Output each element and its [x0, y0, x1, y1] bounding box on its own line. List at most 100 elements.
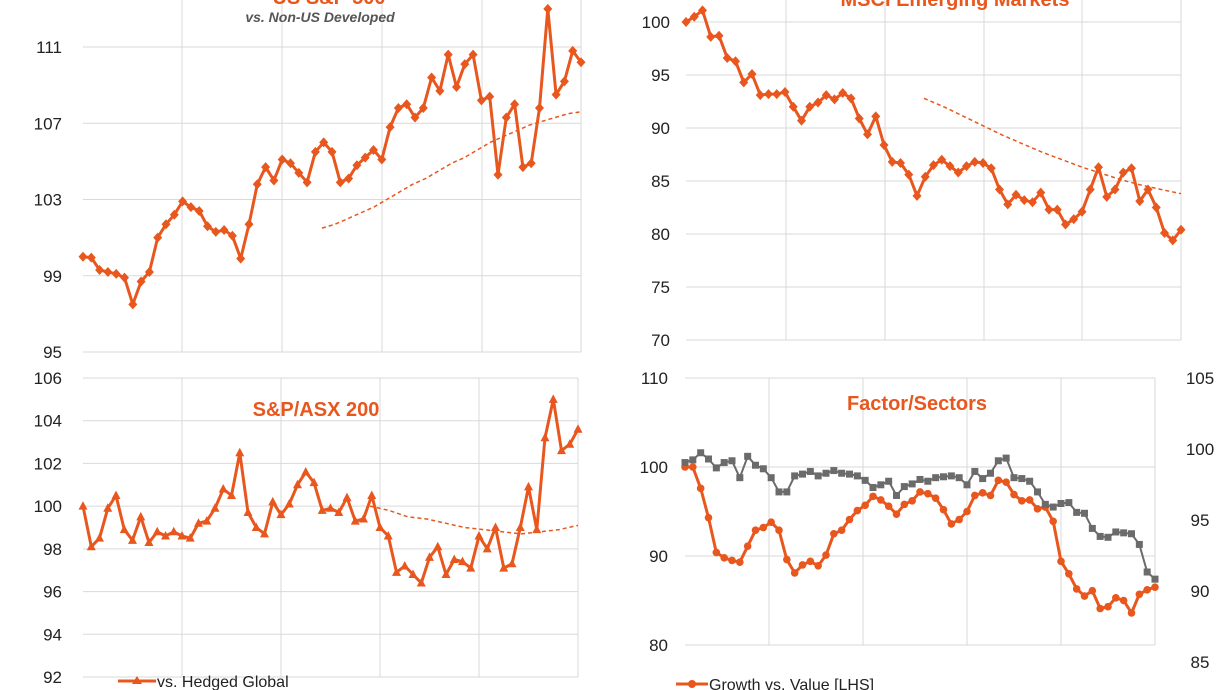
sp500-data-point — [186, 202, 196, 213]
asx-data-point — [235, 447, 245, 457]
asx-data-point — [573, 424, 583, 433]
asx-series-line — [81, 397, 580, 585]
sp500-data-point — [543, 3, 553, 14]
sp500-data-point — [128, 299, 138, 310]
sp500-data-point — [294, 167, 304, 178]
factor-data-point — [736, 558, 744, 567]
sp500-data-point — [385, 122, 395, 133]
sp500-data-point — [369, 144, 378, 155]
msci-data-point — [1143, 184, 1153, 195]
msci-data-point — [1176, 224, 1186, 235]
factor-secondary-point — [1151, 575, 1159, 583]
msci-data-point — [747, 68, 757, 79]
asx-data-point — [408, 569, 418, 578]
factor-data-point — [728, 556, 736, 565]
factor-data-point — [1127, 609, 1136, 617]
factor-y-tick: 90 — [649, 547, 668, 566]
asx-data-point — [425, 552, 434, 561]
msci-data-point — [887, 156, 897, 167]
factor-secondary-point — [689, 456, 697, 464]
msci-data-point — [962, 161, 971, 172]
msci-data-point — [1160, 227, 1169, 238]
sp500-data-point — [252, 179, 262, 190]
factor-secondary-point — [971, 467, 979, 475]
sp500-data-point — [327, 146, 337, 157]
sp500-data-point — [211, 226, 221, 237]
factor-secondary-point — [830, 467, 838, 475]
sp500-data-point — [559, 76, 569, 87]
msci-data-point — [920, 171, 930, 182]
factor-legend-marker — [688, 680, 696, 688]
msci-series-line — [685, 8, 1183, 242]
sp500-data-point — [261, 162, 271, 173]
panel-us-sp500: 95 99 103 107 111 US S&P 500 vs. Non-US Deve… — [34, 0, 586, 362]
asx-y-tick: 106 — [34, 369, 62, 388]
msci-data-point — [1118, 167, 1128, 178]
sp500-data-point — [551, 89, 561, 100]
asx-data-point — [276, 509, 286, 519]
msci-data-point — [1110, 184, 1120, 195]
asx-y-ticks: 92 94 96 98 100 102 104 106 — [34, 369, 62, 687]
sp500-data-point — [169, 209, 179, 220]
msci-trend-line — [923, 97, 1182, 195]
sp500-data-point — [418, 103, 428, 113]
msci-data-point — [1069, 214, 1079, 225]
sp500-title: US S&P 500 — [272, 0, 385, 9]
asx-y-tick: 100 — [34, 497, 62, 516]
asx-data-point — [367, 490, 377, 499]
sp500-lines — [78, 3, 586, 310]
factor-secondary-point — [853, 472, 861, 480]
asx-y-tick: 94 — [43, 625, 62, 644]
sp500-data-point — [476, 95, 486, 106]
factor-secondary-point — [955, 474, 963, 482]
factor-data-point — [1104, 602, 1112, 611]
factor-data-point — [869, 492, 877, 501]
factor-data-point — [971, 491, 979, 500]
asx-data-point — [532, 524, 542, 534]
asx-data-point — [251, 522, 261, 531]
factor-secondary-point — [783, 488, 791, 496]
asx-data-point — [482, 543, 492, 553]
factor-secondary-point — [752, 461, 759, 469]
msci-data-point — [1077, 206, 1087, 217]
factor-secondary-point — [1010, 474, 1018, 482]
asx-data-point — [383, 531, 393, 540]
msci-data-point — [755, 90, 765, 101]
asx-data-point — [103, 503, 113, 512]
factor-y2-ticks: 85 90 95 100 105 — [1186, 369, 1214, 672]
msci-data-point — [1052, 204, 1062, 215]
msci-data-point — [797, 115, 806, 126]
asx-data-point — [515, 522, 525, 531]
factor-data-point — [751, 526, 760, 534]
factor-data-point — [814, 561, 822, 570]
asx-data-point — [375, 522, 385, 531]
sp500-data-point — [443, 49, 453, 60]
factor-secondary-point — [705, 455, 712, 463]
sp500-data-point — [78, 251, 88, 262]
factor-data-point — [837, 526, 846, 534]
asx-data-point — [185, 533, 195, 542]
msci-data-point — [1168, 235, 1178, 246]
asx-data-point — [161, 531, 170, 540]
msci-data-point — [896, 157, 905, 168]
asx-data-point — [177, 531, 187, 540]
factor-y2-tick: 90 — [1191, 582, 1210, 601]
factor-y-ticks: 80 90 100 110 — [640, 369, 668, 655]
factor-data-point — [1018, 497, 1026, 505]
factor-data-point — [877, 496, 885, 504]
sp500-data-point — [335, 177, 345, 188]
sp500-data-point — [377, 154, 387, 165]
sp500-data-point — [535, 103, 544, 113]
factor-secondary-point — [728, 457, 736, 465]
sp500-data-point — [269, 175, 279, 186]
sp500-y-tick: 107 — [34, 114, 62, 133]
msci-data-point — [772, 89, 782, 100]
factor-data-point — [704, 513, 713, 522]
sp500-data-point — [103, 266, 113, 277]
factor-secondary-point — [720, 459, 728, 467]
factor-secondary-point — [1049, 503, 1057, 511]
factor-y-tick: 80 — [649, 636, 668, 655]
factor-data-point — [861, 501, 869, 510]
sp500-data-point — [518, 162, 528, 173]
